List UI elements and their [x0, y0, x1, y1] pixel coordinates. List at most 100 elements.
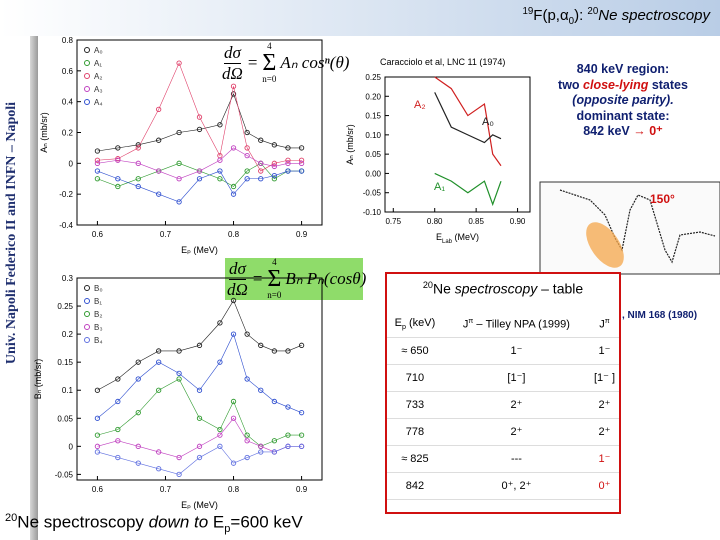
- data-point: [176, 376, 182, 382]
- series-label: A₁: [434, 181, 445, 193]
- y-tick-label: 0.05: [57, 414, 73, 423]
- data-point: [298, 342, 305, 348]
- table-row: 842 0⁺, 2⁺ 0⁺: [387, 472, 619, 500]
- data-point: [115, 376, 121, 382]
- data-point: [298, 160, 305, 166]
- data-point: [156, 168, 162, 174]
- data-point: [115, 157, 121, 163]
- series-line: [97, 62, 302, 172]
- note-part: close-lying: [583, 77, 649, 92]
- data-point: [135, 410, 141, 416]
- legend-label: B₁: [94, 297, 102, 306]
- series-line: [97, 445, 302, 475]
- data-point: [135, 145, 141, 151]
- series-line: [97, 333, 302, 419]
- y-tick-label: 0: [69, 159, 74, 168]
- y-tick-label: -0.2: [59, 190, 73, 199]
- data-point: [176, 160, 182, 166]
- data-point: [244, 454, 250, 461]
- legend-label: B₂: [94, 310, 102, 319]
- legend-label: A₂: [94, 72, 102, 81]
- data-point: [244, 331, 250, 337]
- legend-label: B₄: [94, 336, 103, 345]
- x-axis-label: ELab (MeV): [436, 232, 479, 245]
- data-point: [285, 157, 291, 163]
- table-cell: 0⁺, 2⁺: [442, 472, 590, 500]
- data-point: [196, 387, 203, 393]
- x-tick-label: 0.9: [296, 230, 308, 239]
- data-point: [196, 168, 203, 174]
- data-point: [196, 454, 203, 461]
- title-part: Ne spectroscopy: [598, 7, 710, 24]
- x-tick-label: 0.90: [510, 217, 526, 226]
- y-tick-label: 0.8: [62, 36, 74, 45]
- x-tick-label: 0.80: [427, 217, 443, 226]
- data-point: [94, 387, 101, 393]
- data-point: [285, 404, 291, 410]
- table-cell: ≈ 825: [387, 445, 443, 473]
- side-strip: [30, 36, 38, 540]
- notes: 840 keV region: two close-lying states (…: [538, 62, 708, 140]
- data-point: [156, 137, 162, 143]
- table-cell: ≈ 650: [387, 337, 443, 365]
- data-point: [176, 176, 182, 182]
- data-point: [230, 191, 237, 197]
- x-axis-label-part: E: [436, 232, 442, 242]
- footer: 20Ne spectroscopy down to Ep=600 keV: [5, 512, 303, 535]
- legend-label: A₁: [94, 59, 102, 68]
- footer-part: =600 keV: [230, 512, 303, 532]
- series-line: [97, 93, 302, 152]
- y-tick-label: 0.00: [365, 169, 381, 178]
- legend-label: B₃: [94, 323, 103, 332]
- formula-part: Σ: [262, 50, 277, 76]
- data-point: [156, 359, 162, 365]
- x-tick-label: 0.7: [160, 230, 172, 239]
- table-cell: 1⁻: [589, 445, 619, 473]
- data-point: [271, 176, 278, 182]
- y-tick-label: 0.2: [62, 330, 74, 339]
- series-line: [97, 147, 302, 180]
- data-point: [258, 176, 264, 182]
- note-part: two: [558, 77, 584, 92]
- series-label: A₀: [482, 116, 494, 128]
- data-point: [230, 415, 237, 421]
- footer-part: Ne spectroscopy: [17, 512, 149, 532]
- legend-marker: [84, 60, 90, 66]
- data-point: [196, 415, 203, 421]
- data-point: [196, 176, 203, 182]
- formula-part: =: [251, 269, 264, 288]
- table-header-part: E: [394, 316, 402, 329]
- title-part: 20: [587, 6, 599, 17]
- x-tick-label: 0.85: [468, 217, 484, 226]
- note-line: (opposite parity).: [572, 93, 674, 107]
- table-cell: ---: [442, 445, 590, 473]
- legend-marker: [84, 298, 90, 304]
- data-point: [271, 438, 278, 444]
- data-point: [271, 449, 278, 455]
- data-point: [230, 145, 237, 151]
- data-point: [135, 376, 141, 382]
- table-title: 20Ne spectroscopy – table: [387, 280, 619, 297]
- formula-part: n=0: [262, 74, 277, 84]
- table-cell: 1⁻: [442, 337, 590, 365]
- data-point: [115, 398, 121, 405]
- data-point: [94, 157, 101, 163]
- footer-part: down to: [148, 512, 209, 532]
- data-point: [217, 359, 223, 365]
- plots: 0.80.60.40.20-0.2-0.40.6 0.7 0.8 0.9Aₙ (mb/…: [33, 36, 531, 510]
- data-point: [298, 410, 305, 416]
- data-point: [271, 173, 278, 179]
- legend-label: A₀: [94, 46, 103, 55]
- y-tick-label: 0.2: [62, 129, 74, 138]
- data-point: [135, 176, 141, 182]
- y-tick-label: 0.15: [365, 112, 381, 121]
- data-point: [230, 297, 237, 304]
- x-axis-label-part: Lab: [442, 239, 453, 245]
- title-part: 19: [522, 6, 534, 17]
- data-point: [156, 387, 162, 393]
- x-tick-label: 0.9: [296, 485, 308, 494]
- data-point: [196, 114, 203, 120]
- y-axis-label: Bₙ (mb/sr): [33, 359, 43, 400]
- table-header-part: J: [462, 318, 469, 331]
- data-point: [298, 168, 305, 174]
